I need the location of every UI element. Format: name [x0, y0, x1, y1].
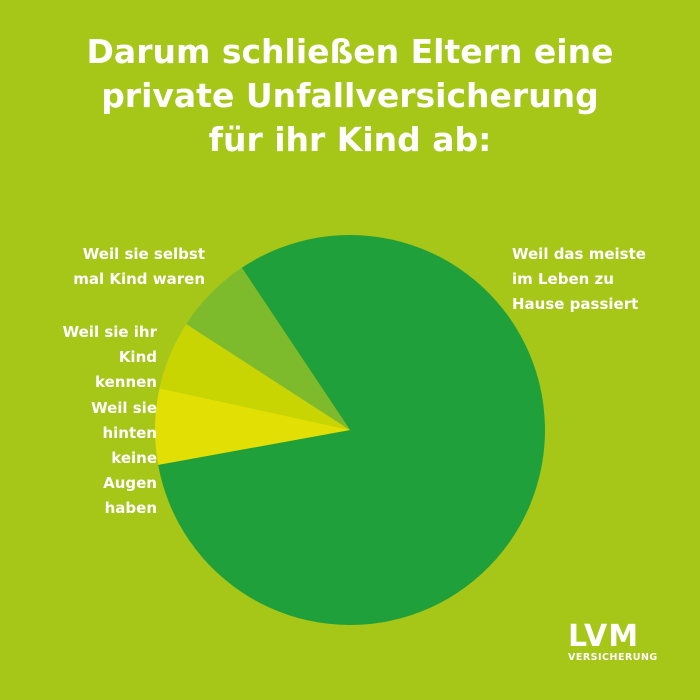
pie-slice — [159, 324, 350, 430]
slice-label: Weil sie ihr Kind kennen — [62, 323, 157, 391]
logo: LVM VERSICHERUNG — [568, 619, 668, 664]
slice-label: Weil sie selbst mal Kind waren — [73, 245, 205, 288]
slice-label: Weil sie hinten keine Augen haben — [91, 399, 157, 517]
slice-label: Weil das meiste im Leben zu Hause passie… — [512, 245, 646, 313]
pie-slice — [158, 235, 546, 626]
pie-slice — [154, 388, 350, 465]
logo-name: LVM — [568, 619, 640, 654]
logo-subtitle: VERSICHERUNG — [568, 652, 658, 663]
chart-title: Darum schließen Eltern eine private Unfa… — [86, 32, 614, 159]
pie-slice — [186, 267, 350, 430]
